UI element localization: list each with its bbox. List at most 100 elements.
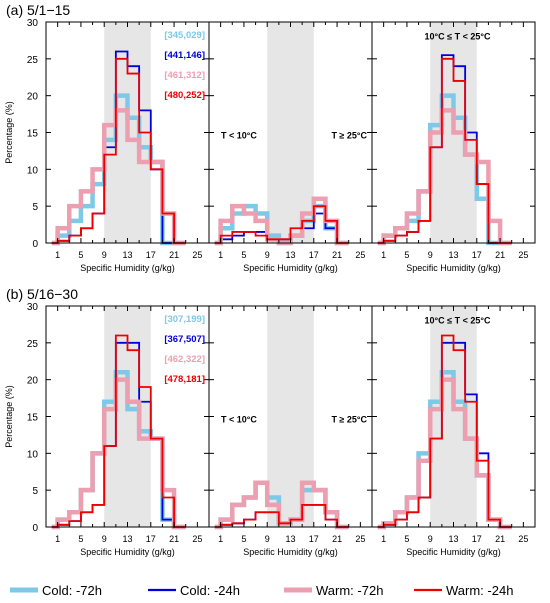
series-line [51, 57, 186, 244]
x-tick-label: 21 [169, 250, 179, 260]
legend-item: Warm: -72h [284, 583, 383, 598]
x-tick-label: 13 [448, 534, 458, 544]
y-tick-label: 0 [32, 239, 38, 250]
x-tick-label: 13 [285, 250, 295, 260]
panel-label: T < 10°C [221, 414, 257, 424]
x-tick-label: 13 [448, 250, 458, 260]
legend-item: Cold: -72h [10, 583, 102, 598]
legend-item: Warm: -24h [414, 583, 513, 598]
sample-count: [462,322] [164, 354, 205, 365]
legend: Cold: -72h Cold: -24h Warm: -72h Warm: -24h [10, 583, 513, 598]
x-tick-label: 17 [309, 534, 319, 544]
panel-label: 10°C ≤ T < 25°C [425, 316, 491, 326]
x-tick-label: 21 [495, 534, 505, 544]
x-tick-label: 5 [404, 534, 409, 544]
x-tick-label: 9 [102, 534, 107, 544]
panel: 1 5 9 13 17 21 25 Specific Humidity (g/kg) [307,… [45, 305, 210, 557]
y-tick-label: 15 [27, 129, 39, 140]
series-line [377, 57, 512, 244]
y-tick-label: 10 [27, 165, 39, 176]
x-tick-label: 5 [241, 250, 246, 260]
series-line [214, 205, 349, 244]
x-tick-label: 25 [518, 534, 528, 544]
legend-label: Cold: -72h [42, 583, 102, 598]
sample-count: [345,029] [164, 30, 205, 41]
sample-count: [478,181] [164, 374, 205, 385]
sample-count: [480,252] [164, 90, 205, 101]
x-axis-label: Specific Humidity (g/kg) [406, 547, 501, 557]
y-tick-label: 5 [32, 202, 38, 213]
chart-title: (b) 5/16−30 [6, 286, 78, 302]
y-tick-label: 15 [27, 413, 39, 424]
x-tick-label: 25 [518, 250, 528, 260]
panel: 1 5 9 13 17 21 25 Specific Humidity (g/kg) 10°C … [371, 21, 536, 273]
x-tick-label: 5 [404, 250, 409, 260]
y-tick-label: 5 [32, 486, 38, 497]
x-tick-label: 21 [169, 534, 179, 544]
x-tick-label: 5 [241, 534, 246, 544]
x-tick-label: 9 [428, 534, 433, 544]
shaded-band [267, 22, 314, 243]
x-tick-label: 21 [495, 250, 505, 260]
x-tick-label: 25 [355, 534, 365, 544]
panel: 1 5 9 13 17 21 25 Specific Humidity (g/kg) T < 1… [208, 305, 373, 557]
x-tick-label: 21 [332, 534, 342, 544]
y-tick-label: 10 [27, 449, 39, 460]
panel-label: T < 10°C [221, 130, 257, 140]
chart-title: (a) 5/1−15 [6, 2, 70, 18]
x-tick-label: 13 [285, 534, 295, 544]
y-tick-label: 0 [32, 523, 38, 534]
series-line [51, 334, 186, 528]
legend-label: Warm: -72h [316, 583, 383, 598]
x-axis-label: Specific Humidity (g/kg) [80, 547, 175, 557]
x-tick-label: 25 [192, 534, 202, 544]
y-tick-label: 25 [27, 339, 39, 350]
x-tick-label: 17 [146, 534, 156, 544]
y-tick-label: 30 [27, 302, 39, 313]
x-tick-label: 1 [381, 250, 386, 260]
x-tick-label: 9 [428, 250, 433, 260]
x-tick-label: 13 [122, 534, 132, 544]
y-tick-label: 20 [27, 376, 39, 387]
x-tick-label: 1 [55, 534, 60, 544]
x-tick-label: 9 [102, 250, 107, 260]
x-tick-label: 17 [472, 250, 482, 260]
x-tick-label: 9 [265, 534, 270, 544]
x-tick-label: 1 [55, 250, 60, 260]
x-tick-label: 1 [381, 534, 386, 544]
panel-label: 10°C ≤ T < 25°C [425, 32, 491, 42]
x-tick-label: 25 [355, 250, 365, 260]
y-tick-label: 30 [27, 18, 39, 29]
sample-count: [461,312] [164, 70, 205, 81]
x-tick-label: 17 [146, 250, 156, 260]
x-axis-label: Specific Humidity (g/kg) [80, 263, 175, 273]
x-axis-label: Specific Humidity (g/kg) [243, 263, 338, 273]
sample-count: [441,146] [164, 50, 205, 61]
x-tick-label: 1 [218, 534, 223, 544]
x-tick-label: 13 [122, 250, 132, 260]
legend-item: Cold: -24h [148, 583, 240, 598]
sample-count: [367,507] [164, 334, 205, 345]
y-tick-label: 20 [27, 92, 39, 103]
series-line [377, 334, 512, 528]
x-tick-label: 17 [472, 534, 482, 544]
x-tick-label: 1 [218, 250, 223, 260]
x-axis-label: Specific Humidity (g/kg) [406, 263, 501, 273]
panel: 1 5 9 13 17 21 25 Specific Humidity (g/kg) T < 1… [208, 21, 373, 273]
x-tick-label: 21 [332, 250, 342, 260]
x-tick-label: 17 [309, 250, 319, 260]
panel-label: T ≥ 25°C [331, 130, 367, 140]
x-tick-label: 5 [78, 250, 83, 260]
legend-label: Cold: -24h [180, 583, 240, 598]
shaded-band [267, 306, 314, 527]
panel: 1 5 9 13 17 21 25 Specific Humidity (g/kg) 10°C … [371, 305, 536, 557]
x-tick-label: 5 [78, 534, 83, 544]
x-tick-label: 25 [192, 250, 202, 260]
y-tick-label: 25 [27, 55, 39, 66]
panel: 1 5 9 13 17 21 25 Specific Humidity (g/kg) [345,… [45, 21, 210, 273]
y-axis-label: Percentage (%) [4, 101, 14, 164]
x-tick-label: 9 [265, 250, 270, 260]
